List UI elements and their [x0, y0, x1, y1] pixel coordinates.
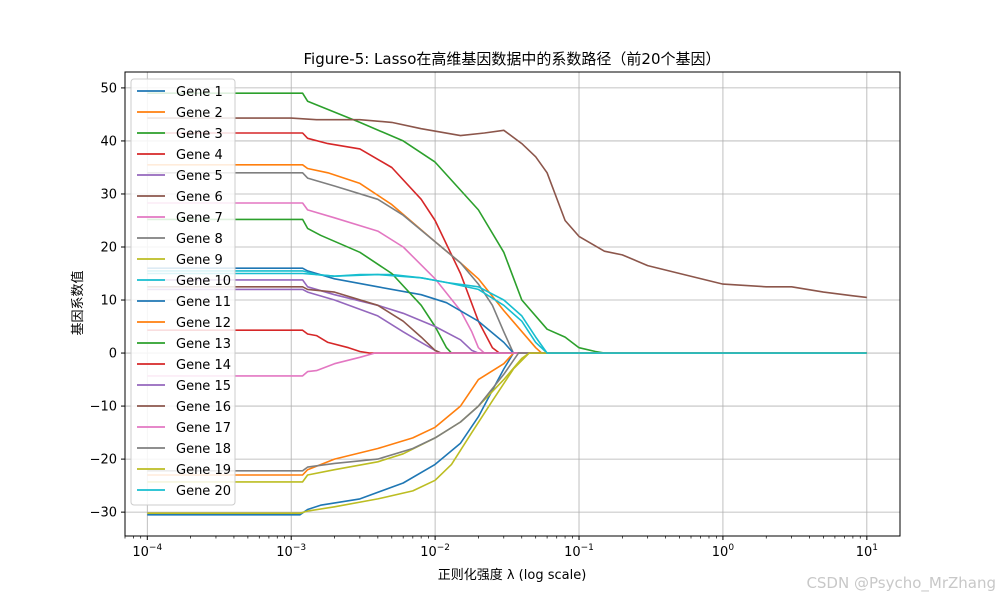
legend-label: Gene 18 [176, 442, 231, 457]
legend-label: Gene 11 [176, 295, 231, 310]
legend-label: Gene 7 [176, 211, 223, 226]
x-tick-label: 10−3 [276, 543, 306, 560]
series-line [147, 352, 867, 377]
series-line [147, 218, 867, 354]
watermark: CSDN @Psycho_MrZhang [806, 574, 996, 593]
legend-label: Gene 6 [176, 190, 223, 205]
legend-label: Gene 20 [176, 484, 231, 499]
series-line [147, 352, 867, 514]
legend-label: Gene 5 [176, 169, 223, 184]
y-tick-label: −20 [90, 453, 117, 468]
y-tick-label: 0 [109, 347, 117, 362]
x-axis: 10−4 10−3 10−2 10−1 100 101 [124, 536, 878, 560]
series-line [147, 270, 867, 354]
legend-label: Gene 14 [176, 358, 231, 373]
y-axis: −30 −20 −10 0 10 20 30 40 50 [90, 81, 125, 521]
y-tick-label: 50 [100, 81, 117, 96]
legend-label: Gene 2 [176, 106, 223, 121]
series-lines [147, 92, 867, 516]
y-tick-label: 10 [100, 294, 117, 309]
y-tick-label: −30 [90, 506, 117, 521]
x-axis-label: 正则化强度 λ (log scale) [438, 567, 587, 583]
legend-label: Gene 3 [176, 127, 223, 142]
series-line [147, 92, 867, 354]
series-line [147, 286, 867, 354]
y-tick-label: 30 [100, 187, 117, 202]
series-line [147, 279, 867, 354]
series-line [147, 172, 867, 354]
legend-label: Gene 4 [176, 148, 223, 163]
y-tick-label: 20 [100, 240, 117, 255]
legend-label: Gene 1 [176, 85, 223, 100]
series-line [147, 352, 867, 516]
legend-label: Gene 16 [176, 400, 231, 415]
chart-title: Figure-5: Lasso在高维基因数据中的系数路径（前20个基因） [303, 50, 720, 68]
y-axis-label: 基因系数值 [70, 270, 86, 335]
legend: Gene 1 Gene 2 Gene 3 Gene 4 Gene 5 Gene 6 Gene… [130, 78, 236, 506]
x-tick-label: 100 [712, 543, 735, 560]
legend-label: Gene 8 [176, 232, 223, 247]
plot-frame [124, 71, 901, 537]
series-line [147, 117, 867, 299]
series-line [147, 132, 867, 354]
series-line [147, 329, 867, 354]
legend-label: Gene 12 [176, 316, 231, 331]
series-line [147, 352, 867, 472]
y-tick-label: 40 [100, 134, 117, 149]
series-line [147, 267, 867, 354]
series-line [147, 352, 867, 476]
legend-label: Gene 13 [176, 337, 231, 352]
legend-label: Gene 19 [176, 463, 231, 478]
x-tick-label: 10−4 [132, 543, 162, 560]
x-tick-label: 10−2 [420, 543, 450, 560]
legend-label: Gene 9 [176, 253, 223, 268]
legend-label: Gene 15 [176, 379, 231, 394]
legend-label: Gene 17 [176, 421, 231, 436]
y-tick-label: −10 [90, 400, 117, 415]
x-tick-label: 10−1 [564, 543, 594, 560]
legend-frame [130, 78, 236, 506]
x-tick-label: 101 [856, 543, 878, 560]
series-line [147, 202, 867, 354]
legend-label: Gene 10 [176, 274, 231, 289]
